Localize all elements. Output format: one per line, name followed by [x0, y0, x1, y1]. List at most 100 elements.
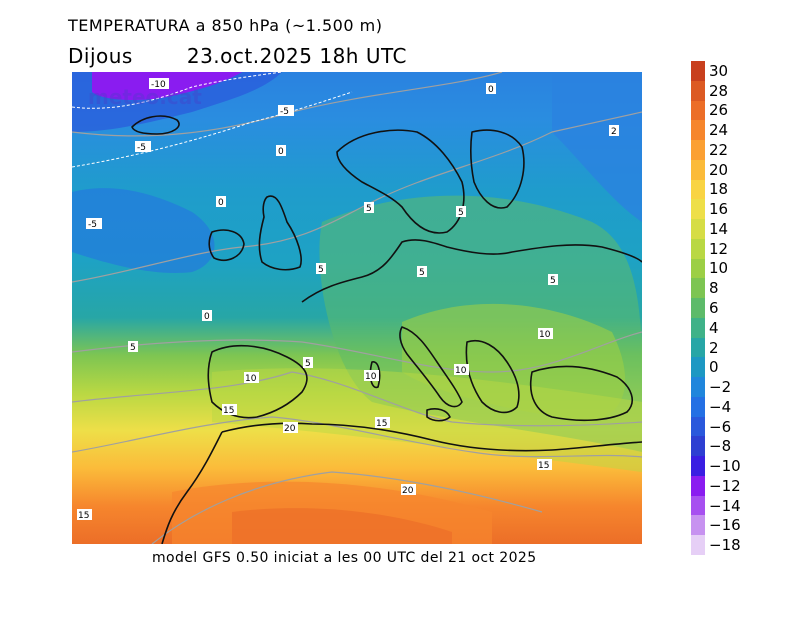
legend-swatch [691, 80, 705, 101]
legend-label: 26 [709, 101, 729, 120]
legend-swatch [691, 317, 705, 338]
legend-swatch [691, 219, 705, 240]
legend-swatch [691, 436, 705, 457]
coastline-europe-main [301, 239, 642, 303]
contour-label: 20 [283, 422, 298, 434]
legend-swatch [691, 61, 705, 81]
contour-label: 10 [454, 364, 469, 376]
legend-label: −14 [709, 496, 741, 515]
cold-area-atlantic [72, 188, 215, 273]
legend-label: 0 [709, 358, 719, 377]
contour-label: 0 [486, 83, 496, 95]
legend-swatch [691, 179, 705, 200]
contour-label: -5 [86, 218, 102, 230]
svg-text:2: 2 [611, 127, 617, 137]
legend-label: 2 [709, 338, 719, 357]
contour-label: 15 [537, 459, 552, 471]
legend-swatch [691, 456, 705, 477]
coastline-balkans [465, 340, 520, 414]
contour-labels: -10 -5 -5 -5 0 0 0 0 2 5 5 5 5 5 5 5 10 … [77, 78, 619, 521]
legend-swatch [691, 357, 705, 378]
contour-label: 15 [77, 509, 92, 521]
coastline-italy [399, 326, 463, 408]
coastline-sicily [426, 408, 451, 422]
svg-text:10: 10 [365, 372, 377, 382]
watermark-logo: meteo.cat [88, 85, 202, 109]
svg-text:15: 15 [223, 406, 234, 416]
contour-label: -5 [278, 105, 294, 117]
svg-text:10: 10 [455, 366, 467, 376]
svg-text:0: 0 [488, 85, 494, 95]
legend-label: 16 [709, 200, 729, 219]
contour-label: 10 [364, 370, 379, 382]
svg-text:5: 5 [419, 268, 425, 278]
svg-text:20: 20 [402, 486, 414, 496]
legend-label: 14 [709, 219, 729, 238]
legend-label: −18 [709, 536, 741, 555]
legend-label: 10 [709, 259, 729, 278]
coastline-anatolia [530, 365, 633, 422]
legend-label: −10 [709, 457, 741, 476]
legend-swatch [691, 159, 705, 180]
contour-label: 10 [538, 328, 553, 340]
forecast-valid-time: Dijous 23.oct.2025 18h UTC [68, 44, 407, 68]
legend-swatch [691, 337, 705, 358]
temperature-legend: 30 28 26 24 22 20 18 16 14 12 10 8 6 4 2 0 −2 −4 −6 −8 −10 −1… [691, 61, 741, 556]
legend-label: 4 [709, 318, 719, 337]
legend-label: −8 [709, 437, 732, 456]
legend-label: 20 [709, 160, 729, 179]
svg-text:-5: -5 [280, 107, 289, 117]
contour-label: 5 [417, 266, 427, 278]
contour-label: 20 [401, 484, 416, 496]
svg-text:-5: -5 [88, 220, 97, 230]
legend-label: 18 [709, 180, 729, 199]
svg-text:5: 5 [130, 343, 136, 353]
contour-label: 5 [456, 206, 466, 218]
legend-swatch [691, 416, 705, 437]
coastline-great-britain [258, 195, 302, 271]
contour-label: 15 [375, 417, 390, 429]
legend-swatch [691, 377, 705, 398]
isotherm-lines-cold [72, 72, 353, 168]
legend-swatch [691, 495, 705, 516]
coastline-finland [469, 129, 525, 209]
legend-label: −16 [709, 516, 741, 535]
svg-text:0: 0 [278, 147, 284, 157]
coastline-iceland [131, 115, 180, 135]
coastline-scandinavia [336, 129, 465, 234]
contour-label: 5 [364, 202, 374, 214]
contour-label: 0 [216, 196, 226, 208]
contour-label: -5 [135, 141, 151, 153]
legend-label: −12 [709, 476, 741, 495]
legend-label: 22 [709, 140, 729, 159]
contour-label: 0 [202, 310, 212, 322]
svg-text:15: 15 [538, 461, 549, 471]
svg-text:5: 5 [305, 359, 311, 369]
contour-label: 10 [244, 372, 259, 384]
legend-swatch [691, 238, 705, 259]
legend-swatch [691, 199, 705, 220]
hot-area-sahara-core [232, 508, 452, 544]
legend-swatch [691, 100, 705, 121]
contour-label: 0 [276, 145, 286, 157]
legend-label: 6 [709, 299, 719, 317]
coastline-africa-west [161, 431, 223, 544]
legend-label: −6 [709, 417, 732, 436]
map-title: TEMPERATURA a 850 hPa (~1.500 m) [68, 16, 383, 35]
contour-label: 15 [222, 404, 237, 416]
legend-label: 12 [709, 239, 729, 258]
forecast-datetime: 23.oct.2025 18h UTC [186, 44, 407, 68]
coastline-ireland [208, 229, 245, 261]
legend-swatch [691, 258, 705, 279]
warm-band-med [212, 368, 642, 472]
legend-label: 30 [709, 61, 729, 80]
contour-label: 5 [128, 341, 138, 353]
legend-swatch [691, 140, 705, 161]
cold-area-east [552, 72, 642, 222]
svg-text:5: 5 [366, 204, 372, 214]
legend-swatch [691, 120, 705, 141]
model-run-note: model GFS 0.50 iniciat a les 00 UTC del … [152, 550, 537, 566]
temperature-map: -10 -5 -5 -5 0 0 0 0 2 5 5 5 5 5 5 5 10 … [72, 72, 642, 544]
isotherm-lines [72, 72, 642, 544]
legend-swatch [691, 298, 705, 319]
